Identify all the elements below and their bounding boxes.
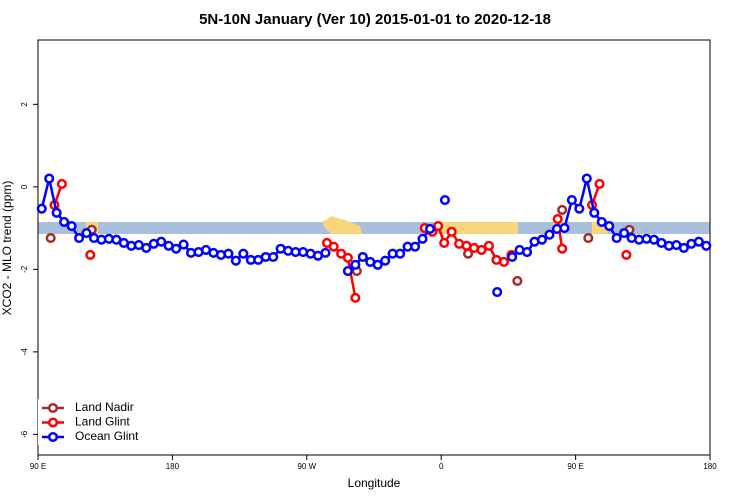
x-axis-label: Longitude bbox=[348, 476, 401, 490]
legend-marker bbox=[47, 431, 59, 443]
y-tick-label: 0 bbox=[20, 184, 29, 189]
data-point bbox=[446, 226, 457, 237]
data-point bbox=[59, 216, 70, 227]
data-point bbox=[328, 241, 339, 252]
data-point bbox=[342, 265, 353, 277]
chart-title: 5N-10N January (Ver 10) 2015-01-01 to 20… bbox=[199, 11, 551, 28]
data-point bbox=[512, 275, 523, 286]
x-tick-label: 180 bbox=[166, 462, 180, 471]
data-point bbox=[350, 259, 361, 270]
x-tick-label: 90 W bbox=[297, 462, 316, 471]
data-point bbox=[156, 236, 167, 247]
data-point bbox=[619, 228, 630, 239]
data-point bbox=[45, 232, 56, 244]
data-point bbox=[380, 255, 391, 266]
y-tick-label: -2 bbox=[20, 265, 29, 273]
data-point bbox=[141, 242, 152, 253]
legend-marker bbox=[47, 417, 59, 428]
data-point bbox=[693, 236, 704, 247]
data-point bbox=[51, 207, 62, 218]
data-point bbox=[66, 220, 77, 232]
x-tick-label: 0 bbox=[439, 462, 444, 471]
data-point bbox=[36, 203, 47, 214]
legend-label: Land Nadir bbox=[75, 400, 134, 414]
land-patch bbox=[322, 216, 362, 234]
data-point bbox=[498, 256, 509, 267]
data-point bbox=[557, 204, 568, 216]
data-point bbox=[701, 240, 712, 251]
y-tick-label: -4 bbox=[20, 348, 29, 356]
data-point bbox=[536, 234, 548, 245]
data-point bbox=[678, 242, 689, 253]
data-point bbox=[410, 241, 421, 252]
data-point bbox=[439, 237, 450, 249]
data-point bbox=[611, 232, 622, 244]
data-point bbox=[74, 232, 85, 244]
data-point bbox=[238, 248, 249, 259]
land-patch bbox=[440, 222, 518, 234]
y-tick-label: 2 bbox=[20, 102, 29, 107]
data-point bbox=[594, 178, 605, 190]
data-point bbox=[336, 248, 347, 259]
data-point bbox=[604, 220, 615, 232]
legend-label: Land Glint bbox=[75, 415, 130, 429]
data-point bbox=[56, 178, 67, 190]
data-point bbox=[439, 195, 450, 206]
data-point bbox=[552, 213, 563, 225]
data-point bbox=[559, 223, 570, 234]
data-point bbox=[589, 207, 600, 218]
legend-label: Ocean Glint bbox=[75, 429, 139, 443]
y-tick-label: -6 bbox=[20, 430, 29, 438]
data-point bbox=[581, 173, 592, 184]
data-point bbox=[44, 173, 55, 184]
data-point bbox=[583, 232, 594, 244]
data-point bbox=[395, 248, 406, 259]
data-point bbox=[424, 223, 436, 234]
sea-band bbox=[38, 222, 710, 234]
data-point bbox=[522, 246, 533, 258]
data-point bbox=[223, 248, 234, 259]
data-point bbox=[476, 244, 487, 256]
data-point bbox=[596, 216, 607, 227]
data-point bbox=[544, 229, 555, 240]
data-point bbox=[417, 233, 428, 244]
x-tick-label: 90 E bbox=[567, 462, 583, 471]
data-point bbox=[342, 252, 353, 263]
land-sea-strip bbox=[38, 216, 710, 234]
legend-marker bbox=[47, 402, 59, 414]
data-point bbox=[350, 292, 361, 303]
data-point bbox=[566, 195, 577, 206]
y-axis-label: XCO2 - MLO trend (ppm) bbox=[0, 181, 14, 316]
data-point bbox=[483, 240, 495, 251]
data-point bbox=[171, 243, 182, 254]
data-point bbox=[557, 243, 568, 254]
data-point bbox=[507, 251, 518, 263]
data-point bbox=[357, 251, 368, 263]
data-point bbox=[574, 203, 585, 214]
data-point bbox=[268, 251, 279, 263]
data-point bbox=[320, 247, 331, 258]
data-point bbox=[81, 228, 92, 239]
data-point bbox=[621, 249, 632, 260]
x-tick-label: 180 bbox=[703, 462, 717, 471]
data-point bbox=[433, 220, 444, 232]
data-point bbox=[85, 249, 96, 260]
data-point bbox=[372, 259, 383, 270]
x-tick-label: 90 E bbox=[30, 462, 46, 471]
data-point bbox=[178, 239, 189, 250]
data-point bbox=[492, 287, 503, 298]
data-point bbox=[230, 255, 241, 266]
